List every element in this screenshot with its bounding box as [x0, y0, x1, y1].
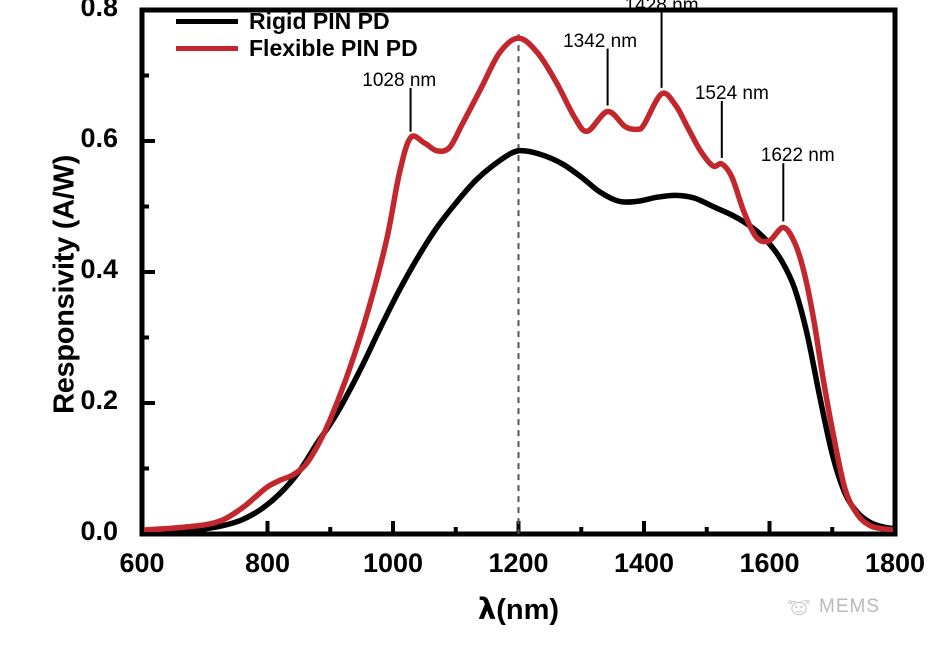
legend-item: Rigid PIN PD	[176, 8, 418, 35]
y-tick-label: 0.6	[80, 123, 118, 153]
peak-annotation-label: 1028 nm	[362, 69, 437, 91]
chart-legend: Rigid PIN PD Flexible PIN PD	[176, 8, 418, 62]
annotation-leaders	[409, 12, 785, 222]
mems-logo-icon	[788, 599, 810, 616]
x-tick-label: 1000	[362, 548, 424, 578]
peak-annotation-label: 1342 nm	[563, 30, 638, 52]
y-tick-label: 0.0	[80, 516, 118, 546]
x-axis-unit: (nm)	[496, 594, 560, 626]
y-tick-label: 0.2	[80, 385, 118, 415]
lambda-symbol: λ	[477, 592, 497, 626]
mems-watermark: MEMS	[786, 596, 880, 618]
peak-annotation-label: 1622 nm	[760, 145, 835, 167]
x-tick-label: 800	[244, 548, 291, 578]
x-tick-label: 1200	[488, 548, 549, 578]
y-tick-label: 0.4	[80, 254, 118, 284]
legend-color-swatch	[176, 19, 238, 24]
legend-item: Flexible PIN PD	[176, 35, 418, 62]
peak-annotation-label: 1428 nm	[624, 0, 699, 16]
peak-annotation-label: 1524 nm	[694, 82, 769, 104]
legend-label: Flexible PIN PD	[249, 35, 418, 61]
x-tick-label: 1800	[864, 548, 926, 578]
x-tick-label: 1400	[613, 548, 675, 578]
legend-color-swatch	[176, 46, 238, 51]
y-tick-label: 0.8	[80, 0, 118, 22]
series-line-flexible	[144, 35, 893, 532]
x-tick-label: 1600	[739, 548, 800, 578]
legend-label: Rigid PIN PD	[249, 8, 390, 34]
x-tick-label: 600	[119, 548, 165, 578]
watermark-text: MEMS	[819, 596, 880, 617]
x-axis-title: λ(nm)	[142, 592, 895, 627]
